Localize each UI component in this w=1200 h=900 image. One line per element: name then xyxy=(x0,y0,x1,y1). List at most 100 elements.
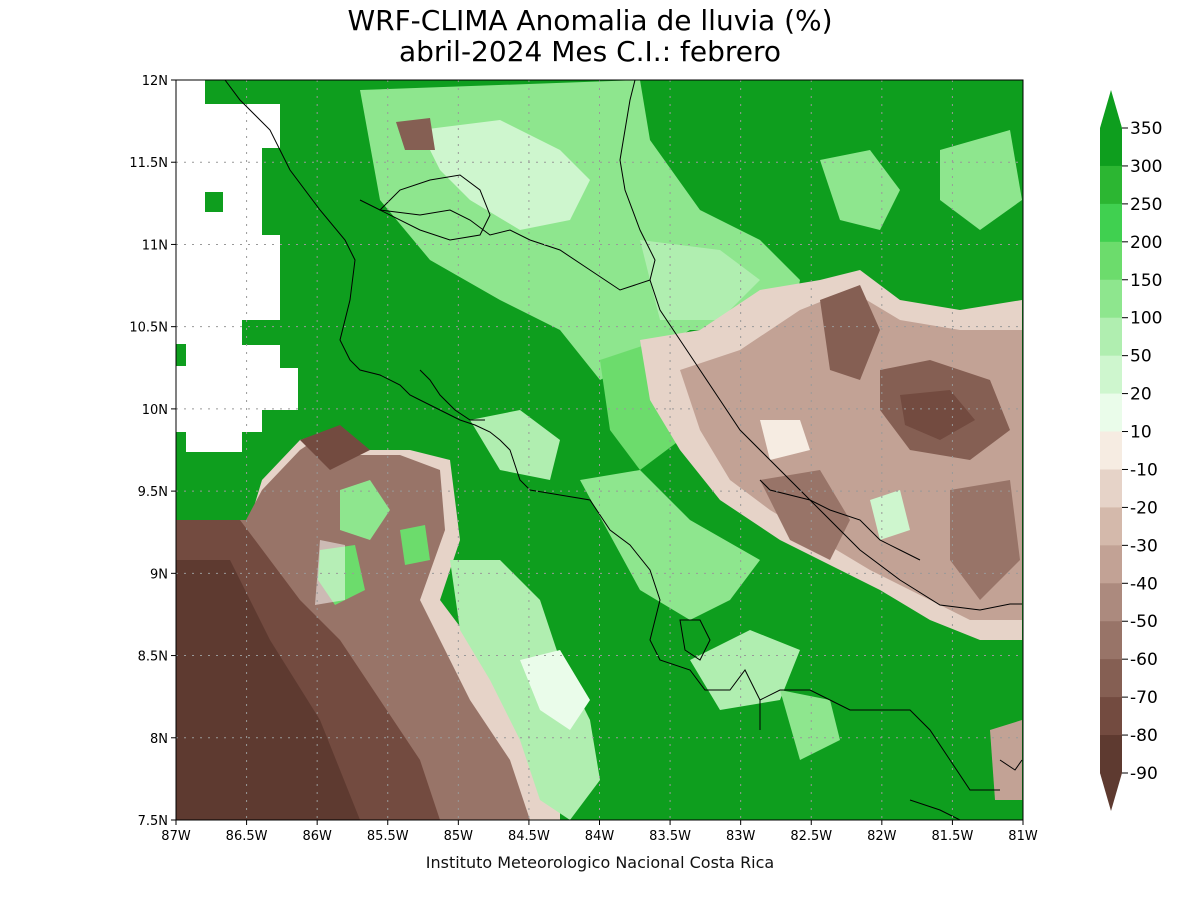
legend-swatch xyxy=(1100,507,1122,546)
field-green-island-a xyxy=(340,480,390,540)
field-light-green-a xyxy=(640,240,760,320)
legend-label: 200 xyxy=(1130,233,1162,253)
legend-label: -90 xyxy=(1130,764,1158,784)
gulf-outline xyxy=(419,369,485,421)
legend-label: 250 xyxy=(1130,195,1162,215)
legend-label: -50 xyxy=(1130,612,1158,632)
legend-swatch xyxy=(1100,621,1122,660)
y-tick-label: 9N xyxy=(150,567,168,582)
legend-swatch xyxy=(1100,355,1122,395)
x-tick-label: 84W xyxy=(585,829,615,844)
y-tick-label: 11.5N xyxy=(129,156,168,171)
field-brown-se xyxy=(990,720,1022,800)
caribbean-coastline xyxy=(359,199,1022,611)
legend-label: 300 xyxy=(1130,157,1162,177)
legend-label: 150 xyxy=(1130,271,1162,291)
field-dark-brown-patch xyxy=(300,425,370,470)
x-tick-label: 82W xyxy=(867,829,897,844)
field-green-spot-east xyxy=(870,490,910,540)
legend-swatch xyxy=(1100,469,1122,508)
legend-label: -60 xyxy=(1130,650,1158,670)
x-tick-label: 85W xyxy=(444,829,474,844)
y-tick-label: 8N xyxy=(150,732,168,747)
x-tick-label: 86W xyxy=(302,829,332,844)
x-tick-label: 83W xyxy=(726,829,756,844)
x-tick-label: 81.5W xyxy=(932,829,974,844)
pacific-coastline xyxy=(224,80,761,730)
legend-label: 100 xyxy=(1130,309,1162,329)
legend-label: -20 xyxy=(1130,498,1158,518)
field-no-data xyxy=(176,80,298,452)
field-light-green-e xyxy=(940,130,1022,230)
credit-text: Instituto Meteorologico Nacional Costa R… xyxy=(425,853,775,872)
x-tick-label: 87W xyxy=(161,829,191,844)
legend-bottom-arrow xyxy=(1100,773,1122,811)
legend-label: -10 xyxy=(1130,460,1158,480)
legend-top-arrow xyxy=(1100,90,1122,128)
legend-label: -70 xyxy=(1130,688,1158,708)
field-green-island-c xyxy=(400,525,430,565)
field-brown-east-d xyxy=(950,480,1020,600)
legend-label: 10 xyxy=(1130,423,1152,443)
color-legend: 350 300 250 200 150 100 50 20 10 -10 -20 -30 -40 -50 -… xyxy=(1100,90,1162,811)
y-tick-label: 8.5N xyxy=(138,650,168,665)
legend-label: -80 xyxy=(1130,726,1158,746)
legend-label: 350 xyxy=(1130,119,1162,139)
coast-north-a xyxy=(619,80,656,281)
legend-swatch xyxy=(1100,279,1122,319)
field-light-green-coast xyxy=(450,560,600,820)
field-light-green-b xyxy=(470,410,560,480)
y-tick-label: 7.5N xyxy=(138,814,168,829)
legend-label: 50 xyxy=(1130,347,1152,367)
map-title-line2: abril-2024 Mes C.I.: febrero xyxy=(398,35,782,68)
legend-swatch xyxy=(1100,659,1122,698)
x-tick-label: 84.5W xyxy=(508,829,550,844)
y-tick-label: 12N xyxy=(142,74,168,89)
legend-swatch xyxy=(1100,128,1122,167)
legend-swatch xyxy=(1100,545,1122,584)
x-tick-label: 83.5W xyxy=(649,829,691,844)
field-dark-brown-east-a xyxy=(820,285,880,380)
field-darkest-brown-sw xyxy=(176,560,360,820)
field-pale-green-coast xyxy=(520,650,590,730)
field-pale-green-north xyxy=(420,120,590,230)
grid xyxy=(176,80,1023,820)
legend-swatch xyxy=(1100,165,1122,205)
x-tick-label: 85.5W xyxy=(367,829,409,844)
y-tick-label: 9.5N xyxy=(138,485,168,500)
field-white-edge xyxy=(315,540,345,605)
field-pale-brown-east xyxy=(760,420,810,460)
legend-swatch xyxy=(1100,203,1122,243)
y-tick-label: 10.5N xyxy=(129,321,168,336)
y-axis: 12N 11.5N 11N 10.5N 10N 9.5N 9N 8.5N 8N 7.5N xyxy=(129,74,176,829)
coast-south xyxy=(759,689,1000,791)
coast-se xyxy=(909,799,961,820)
field-darkest-brown-east xyxy=(900,390,975,440)
y-tick-label: 10N xyxy=(142,403,168,418)
field-light-green-g xyxy=(780,690,840,760)
coastlines xyxy=(224,80,1023,820)
x-tick-label: 82.5W xyxy=(790,829,832,844)
x-tick-label: 86.5W xyxy=(226,829,268,844)
lake-outline xyxy=(379,174,491,241)
legend-label: -30 xyxy=(1130,536,1158,556)
x-tick-label: 81W xyxy=(1008,829,1038,844)
y-tick-label: 11N xyxy=(142,238,168,253)
field-brown-east-c xyxy=(760,470,850,560)
legend-swatch xyxy=(1100,431,1122,470)
field-green-cell-2 xyxy=(176,344,186,366)
coast-east-a xyxy=(759,479,921,561)
legend-swatch xyxy=(1100,583,1122,622)
legend-label: -40 xyxy=(1130,574,1158,594)
field-light-green-d xyxy=(820,150,900,230)
legend-swatch xyxy=(1100,317,1122,357)
field-green-cell xyxy=(205,192,223,212)
legend-swatch xyxy=(1100,241,1122,281)
coast-se-b xyxy=(999,759,1023,771)
map-title-line1: WRF-CLIMA Anomalia de lluvia (%) xyxy=(347,4,833,37)
legend-label: 20 xyxy=(1130,385,1152,405)
legend-swatch xyxy=(1100,735,1122,774)
x-axis: 87W 86.5W 86W 85.5W 85W 84.5W 84W 83.5W 83W 82.5W… xyxy=(161,820,1038,844)
legend-swatch xyxy=(1100,393,1122,433)
